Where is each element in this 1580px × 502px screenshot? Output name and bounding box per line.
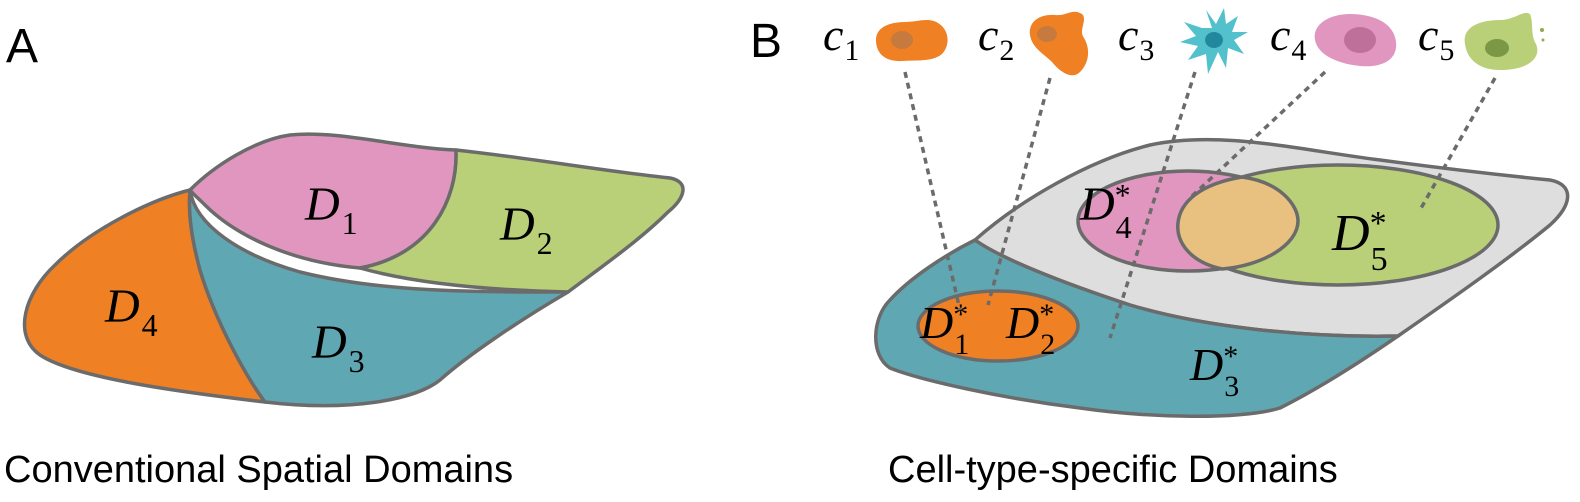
panel-a-caption: Conventional Spatial Domains [4,449,513,491]
svg-text:c5: c5 [1418,9,1454,67]
region-d3-star [874,238,1400,419]
label-d5-star: D* 5 [1331,205,1388,278]
svg-text:c2: c2 [978,9,1014,67]
region-d3 [187,188,570,408]
svg-text:c3: c3 [1118,9,1154,67]
connector-c4 [1188,70,1327,200]
svg-text:c1: c1 [823,9,859,67]
panel-b-caption: Cell-type-specific Domains [888,449,1338,491]
cell-type-c1: c1 [823,9,948,67]
region-d4-d5-overlap [1176,175,1300,271]
label-d4-star: D* 4 [1079,177,1132,245]
label-d1: D1 [304,178,358,241]
label-d3: D3 [311,316,365,379]
panel-b-letter: B [750,15,782,68]
label-d1-star: D* 1 [919,297,969,361]
connector-c5 [1418,77,1497,211]
cell-type-c5: c5 [1418,9,1545,70]
panel-b-map: D* 4 D* 5 D* 1 D* 2 D* 3 [874,70,1570,419]
connector-c3 [1108,71,1197,339]
cell-type-c4: c4 [1270,9,1397,67]
cell-type-c3: c3 [1118,8,1248,74]
label-d3-star: D* 3 [1189,339,1239,403]
cell-type-c2: c2 [978,9,1089,76]
cell-c2-icon [1029,11,1089,76]
svg-text:c4: c4 [1270,9,1306,67]
panel-a-map: D1 D2 D3 D4 [22,132,685,408]
panel-a-letter: A [6,20,38,73]
label-d2: D2 [499,198,553,261]
label-d2-star: D* 2 [1005,297,1055,361]
connector-c1 [903,71,962,311]
label-d4: D4 [104,280,158,343]
region-d2 [358,148,685,294]
cell-types: c1 c2 c3 c4 c5 [823,8,1545,76]
